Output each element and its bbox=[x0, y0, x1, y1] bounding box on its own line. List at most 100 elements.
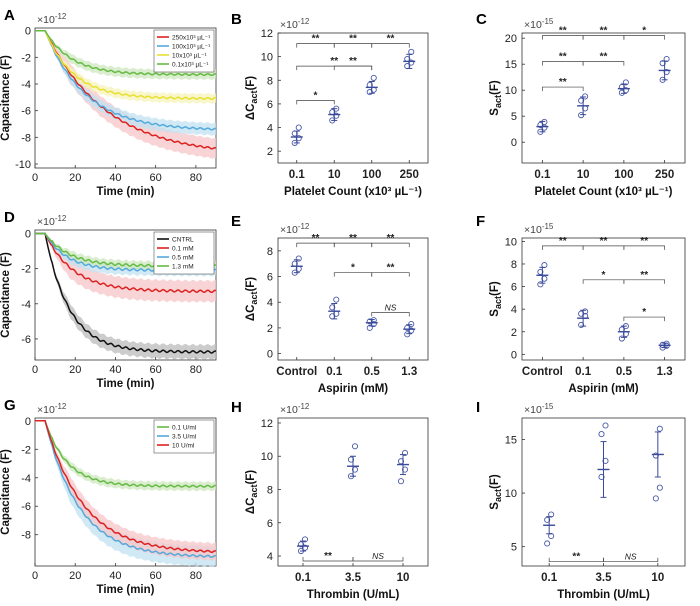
y-axis-label: Sact(F) bbox=[489, 80, 503, 116]
y-axis-label-suffix: (F) bbox=[245, 277, 257, 292]
significance-bracket bbox=[371, 272, 410, 277]
x-tick-label: 80 bbox=[190, 172, 202, 184]
data-point bbox=[663, 340, 670, 347]
significance-bracket bbox=[352, 557, 404, 562]
data-point bbox=[598, 431, 605, 438]
y-tick-label: -2 bbox=[21, 52, 31, 64]
significance-bracket bbox=[623, 35, 665, 40]
significance-label: ** bbox=[312, 233, 320, 244]
significance-bracket bbox=[371, 312, 410, 317]
significance-label: * bbox=[602, 270, 606, 281]
panel-label-h: H bbox=[231, 399, 242, 416]
y-tick-label: 12 bbox=[261, 418, 273, 430]
y-axis-label-suffix: (F) bbox=[245, 76, 257, 91]
x-tick-label: 60 bbox=[150, 570, 162, 582]
panel-label-c: C bbox=[476, 11, 487, 28]
panel-label-d: D bbox=[4, 209, 15, 226]
significance-label: ** bbox=[572, 552, 580, 563]
data-point bbox=[652, 452, 659, 459]
data-point bbox=[656, 484, 663, 491]
y-axis-label-sub: act bbox=[249, 91, 259, 104]
significance-label: ** bbox=[387, 34, 395, 45]
panel-label-g: G bbox=[4, 397, 16, 414]
legend-entry: 0.5 mM bbox=[172, 255, 194, 262]
data-point bbox=[598, 473, 605, 481]
legend-entry: 250x10³ µL⁻¹ bbox=[172, 35, 211, 42]
y-axis-label: Capacitance (F) bbox=[0, 252, 12, 338]
significance-bracket bbox=[623, 279, 665, 284]
panel-label-b: B bbox=[231, 11, 242, 28]
x-tick-label: 40 bbox=[109, 364, 121, 376]
data-point bbox=[397, 458, 405, 465]
data-point bbox=[544, 516, 551, 523]
data-point bbox=[618, 335, 625, 342]
y-tick-label: 6 bbox=[267, 518, 273, 530]
series-line bbox=[35, 420, 217, 488]
y-tick-label: 15 bbox=[505, 59, 517, 71]
axes-frame bbox=[34, 417, 217, 567]
significance-bracket bbox=[371, 43, 410, 48]
significance-bracket bbox=[371, 242, 410, 248]
y-tick-label: 6 bbox=[267, 272, 273, 284]
y-axis-label: ΔCact(F) bbox=[245, 277, 259, 321]
legend-entry: 0.1x10³ µL⁻¹ bbox=[172, 62, 209, 69]
y-tick-label: -4 bbox=[21, 299, 31, 311]
y-tick-label: -2 bbox=[21, 264, 31, 276]
data-point bbox=[582, 93, 589, 100]
significance-label: ** bbox=[387, 233, 395, 244]
x-tick-label: Control bbox=[522, 366, 563, 378]
x-tick-label: 0.5 bbox=[364, 366, 381, 378]
y-axis-label-suffix: (F) bbox=[489, 80, 501, 95]
significance-label: ** bbox=[312, 34, 320, 45]
significance-label: ** bbox=[559, 77, 567, 88]
data-point bbox=[366, 318, 373, 325]
y-tick-label: 4 bbox=[267, 123, 273, 135]
significance-label: ** bbox=[600, 236, 608, 247]
x-axis-label: Thrombin (U/mL) bbox=[557, 589, 650, 601]
data-point bbox=[582, 308, 589, 315]
legend-entry: 10 U/ml bbox=[172, 443, 195, 450]
y-tick-label: 0 bbox=[25, 416, 31, 428]
x-tick-label: 10 bbox=[397, 572, 410, 584]
data-point bbox=[663, 55, 670, 63]
series-band bbox=[35, 30, 216, 136]
significance-label: ** bbox=[349, 56, 357, 67]
x-tick-label: Control bbox=[276, 366, 317, 378]
legend-entry: 0.1 mM bbox=[172, 246, 194, 253]
y-tick-label: 0 bbox=[25, 229, 31, 241]
data-point bbox=[301, 536, 309, 543]
y-tick-label: 4 bbox=[511, 304, 517, 316]
data-point bbox=[659, 60, 666, 67]
y-axis-label-sub: act bbox=[249, 485, 259, 498]
series-line bbox=[35, 29, 217, 100]
data-point bbox=[329, 304, 336, 311]
x-tick-label: 60 bbox=[150, 364, 162, 376]
data-point bbox=[404, 331, 411, 338]
significance-label: ** bbox=[330, 56, 338, 67]
data-point bbox=[602, 422, 609, 429]
x-tick-label: 0.1 bbox=[295, 572, 312, 584]
x-tick-label: 0 bbox=[32, 570, 38, 582]
x-axis-label: Time (min) bbox=[97, 378, 155, 390]
significance-label: ** bbox=[640, 270, 648, 281]
axis-exponent-power: -12 bbox=[55, 402, 67, 411]
x-tick-label: 0.1 bbox=[326, 366, 343, 378]
x-tick-label: 0.1 bbox=[534, 169, 551, 181]
significance-label: NS bbox=[385, 302, 397, 312]
significance-label: ** bbox=[559, 236, 567, 247]
panel-label-e: E bbox=[231, 213, 241, 230]
axes-frame bbox=[277, 32, 429, 164]
significance-bracket bbox=[333, 65, 373, 71]
series-line bbox=[35, 420, 217, 554]
x-tick-label: 0.1 bbox=[541, 572, 558, 584]
y-tick-label: 8 bbox=[267, 75, 273, 87]
y-tick-label: -8 bbox=[21, 530, 31, 542]
y-tick-label: 10 bbox=[505, 488, 517, 500]
x-tick-label: 100 bbox=[362, 169, 381, 181]
x-axis-label: Aspirin (mM) bbox=[568, 383, 638, 395]
x-tick-label: 0.1 bbox=[289, 169, 306, 181]
